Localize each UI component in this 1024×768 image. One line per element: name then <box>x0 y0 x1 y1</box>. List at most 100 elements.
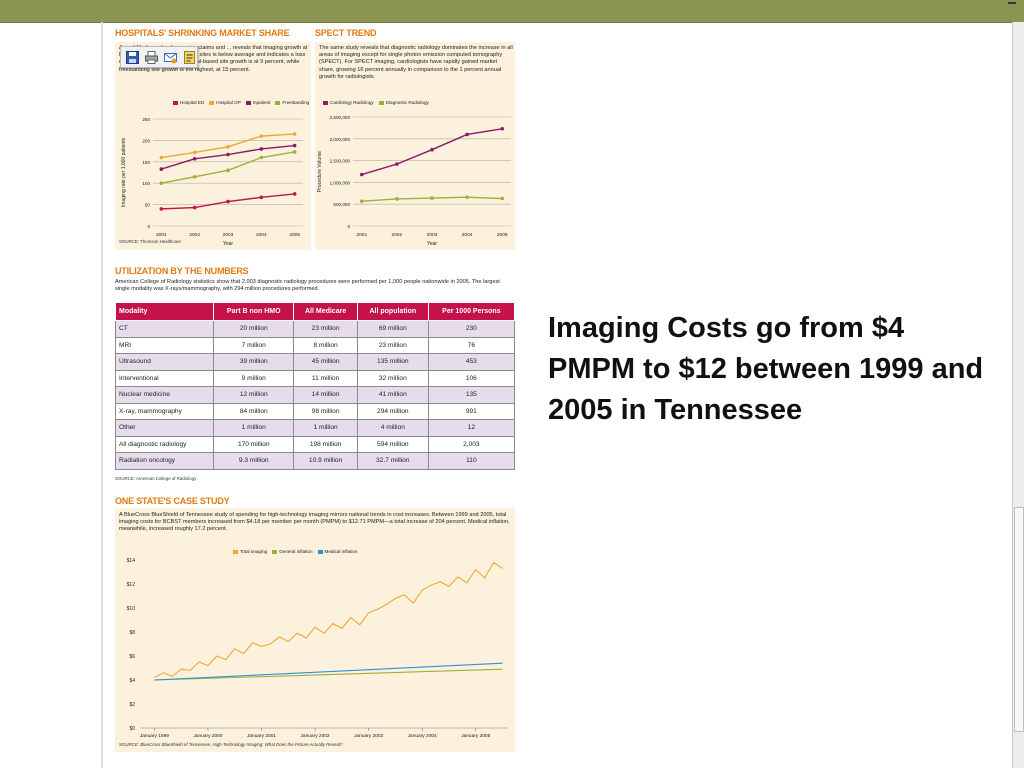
spect-data-point <box>465 195 469 200</box>
spect-x-tick-label: 2003 <box>427 232 438 238</box>
modality-cell: All diagnostic radiology <box>114 435 215 453</box>
state-line-chart: $0 $2 $4 $6 $8 $10 $12 $14 January 1999 January 2… <box>127 558 507 739</box>
edit-icon[interactable] <box>181 49 197 65</box>
table-cell: 991 <box>427 402 516 420</box>
modality-cell: Radiation oncology <box>114 452 215 470</box>
spect-x-axis-label: Year <box>427 241 437 247</box>
table-header-row: Modality Part B non HMO All Medicare All po… <box>114 302 516 321</box>
utilization-source: SOURCE: American College of Radiology <box>115 476 197 481</box>
spect-y-tick-label: 2,000,000 <box>330 137 351 142</box>
hospitals-legend-swatch <box>245 100 251 105</box>
hospitals-y-tick-label: 250 <box>142 117 150 122</box>
table-header-cell: Part B non HMO <box>213 302 295 321</box>
state-panel: A BlueCross BlueShield of Tennessee stud… <box>115 508 515 752</box>
state-series-line <box>154 561 503 679</box>
table-cell: 1 million <box>213 419 295 437</box>
modality-cell: Other <box>114 419 215 437</box>
slide-caption: Imaging Costs go from $4 PMPM to $12 bet… <box>548 312 984 426</box>
hospitals-data-point <box>192 150 197 155</box>
hospitals-y-axis-label: Imaging rate per 1,000 patients <box>121 137 127 207</box>
table-cell: 69 million <box>356 320 429 338</box>
hospitals-legend-label: Inpatient <box>252 100 271 105</box>
table-cell: 135 million <box>356 353 429 371</box>
table-cell: 12 <box>427 419 516 437</box>
state-x-tick-label: January 2003 <box>354 733 383 739</box>
spect-legend-swatch <box>378 100 384 105</box>
modality-cell: X-ray, mammography <box>114 402 215 420</box>
table-cell: 45 million <box>293 353 358 371</box>
spect-y-tick-label: 2,500,000 <box>330 115 351 120</box>
spect-data-point <box>430 196 434 200</box>
table-cell: 135 <box>427 386 516 404</box>
table-cell: 594 million <box>356 435 429 453</box>
hospitals-data-point <box>159 207 164 211</box>
table-row: MRI 7 million 8 million 23 million 76 <box>114 336 516 354</box>
state-x-tick-label: January 2000 <box>193 733 222 739</box>
table-row: CT 20 million 23 million 69 million 230 <box>114 320 516 338</box>
utilization-title: UTILIZATION BY THE NUMBERS <box>115 266 249 276</box>
save-icon[interactable] <box>125 49 141 65</box>
email-icon[interactable] <box>163 49 179 65</box>
spect-data-point <box>500 196 505 201</box>
spect-paragraph: The same study reveals that diagnostic r… <box>319 45 513 80</box>
state-legend-label: Medical inflation <box>324 549 358 554</box>
hospitals-legend-item: Inpatient <box>245 100 271 105</box>
hospitals-data-point <box>192 157 197 161</box>
spect-legend-item: Diagnostic Radiology <box>378 100 429 105</box>
table-cell: 198 million <box>293 435 358 453</box>
utilization-paragraph: American College of Radiology statistics… <box>115 279 500 293</box>
table-cell: 76 <box>427 336 516 354</box>
spect-x-tick-label: 2002 <box>392 232 403 238</box>
state-y-tick-label: $6 <box>129 654 135 660</box>
hospitals-data-point <box>159 167 164 171</box>
spect-data-point <box>359 172 364 177</box>
spect-series-line <box>361 128 503 176</box>
hospitals-series-line <box>161 144 295 170</box>
table-header-cell: Modality <box>114 302 215 321</box>
hospitals-x-tick-label: 2002 <box>189 232 200 238</box>
table-row: X-ray, mammography 84 million 98 million 29… <box>114 402 516 420</box>
state-x-tick-label: January 2005 <box>461 733 490 739</box>
state-y-tick-label: $2 <box>129 702 135 708</box>
left-divider <box>101 22 103 768</box>
state-title: ONE STATE'S CASE STUDY <box>115 496 230 506</box>
state-paragraph: A BlueCross BlueShield of Tennessee stud… <box>119 512 510 533</box>
state-legend: Total imaging General inflation Medical in… <box>233 549 357 554</box>
spect-data-point <box>465 132 469 137</box>
hospitals-legend-label: Hospital OP <box>216 100 241 105</box>
table-cell: 14 million <box>293 386 358 404</box>
floating-toolbar <box>120 46 198 68</box>
hospitals-paragraph: A ... of Medicare fee-for-service claims… <box>119 45 308 73</box>
spect-data-point <box>395 162 399 166</box>
modality-cell: Nuclear medicine <box>114 386 215 404</box>
spect-legend-swatch <box>323 100 328 105</box>
hospitals-y-tick-label: 150 <box>142 160 150 165</box>
spect-data-point <box>359 199 364 203</box>
spect-data-point <box>430 147 434 152</box>
table-cell: 170 million <box>213 435 295 453</box>
modality-cell: Ultrasound <box>114 353 215 371</box>
minimize-icon[interactable] <box>1008 2 1016 4</box>
hospitals-source: SOURCE: Thomson Healthcare <box>119 239 181 244</box>
print-icon[interactable] <box>144 49 160 65</box>
table-cell: 8 million <box>293 336 358 354</box>
table-cell: 11 million <box>293 369 358 387</box>
hospitals-data-point <box>292 150 297 154</box>
spect-y-tick-label: 1,500,000 <box>330 159 351 164</box>
spect-x-tick-label: 2005 <box>497 232 508 238</box>
spect-line-chart: 0 500,000 1,000,000 1,500,000 2,000,000 2,500… <box>317 115 511 247</box>
spect-legend-label: Cardiology Radiology <box>330 100 374 105</box>
modality-cell: MRI <box>114 336 215 354</box>
hospitals-legend-label: Hospital ED <box>180 100 205 105</box>
table-header-cell: All population <box>356 302 429 321</box>
modality-cell: CT <box>114 320 215 338</box>
spect-y-tick-label: 500,000 <box>333 202 350 207</box>
table-cell: 98 million <box>293 402 358 420</box>
spect-panel: The same study reveals that diagnostic r… <box>315 42 515 250</box>
scrollbar-thumb[interactable] <box>1014 507 1024 732</box>
table-row: Other 1 million 1 million 4 million 12 <box>114 419 516 437</box>
hospitals-data-point <box>226 168 230 173</box>
spect-legend: Cardiology Radiology Diagnostic Radiology <box>323 100 429 105</box>
hospitals-data-point <box>259 147 264 151</box>
vertical-scrollbar[interactable] <box>1012 22 1024 768</box>
